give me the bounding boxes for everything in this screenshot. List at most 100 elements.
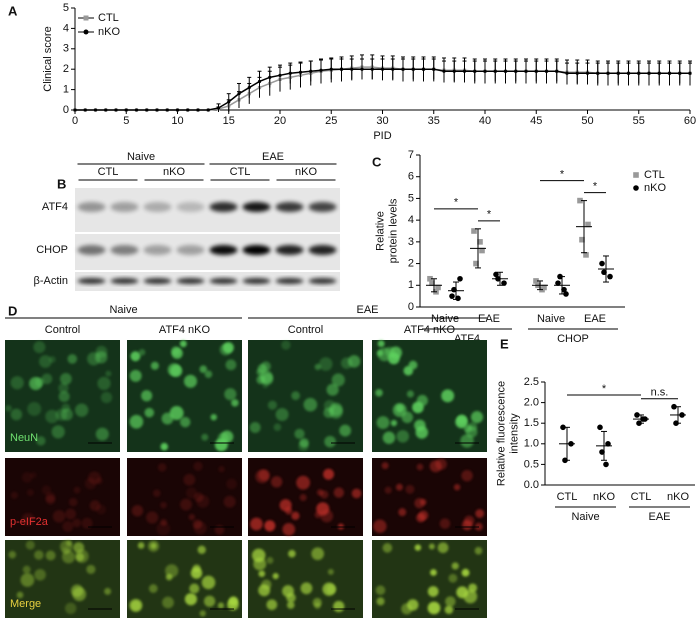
y-tick-label: 2.0 <box>524 397 539 409</box>
marker <box>309 69 313 73</box>
cell <box>273 423 282 431</box>
cell <box>10 408 23 421</box>
condition-label: Naive <box>127 151 155 163</box>
marker <box>391 67 395 71</box>
legend-label: CTL <box>98 12 119 24</box>
marker <box>633 185 639 191</box>
cell <box>189 583 200 594</box>
cell <box>199 610 206 617</box>
cell <box>228 596 239 606</box>
cell <box>401 411 414 424</box>
cell <box>28 376 43 391</box>
cell <box>323 468 335 480</box>
blot-band <box>275 245 304 255</box>
marker <box>626 71 631 75</box>
cell <box>179 340 187 348</box>
cell <box>258 570 266 578</box>
y-tick-label: 0 <box>63 104 69 116</box>
marker <box>104 108 108 112</box>
cell <box>74 403 89 417</box>
y-tick-label: 5 <box>408 192 414 204</box>
marker <box>583 252 589 258</box>
cell <box>373 519 387 533</box>
marker <box>524 69 528 73</box>
cell <box>448 573 458 583</box>
cell <box>390 419 398 427</box>
blot-band <box>209 202 238 212</box>
cell <box>72 587 87 602</box>
cell <box>445 596 456 607</box>
cell <box>146 511 159 524</box>
cell <box>455 415 468 429</box>
y-tick-label: 4 <box>63 22 69 34</box>
cell <box>160 442 169 451</box>
cell <box>184 593 197 606</box>
cell <box>453 483 461 491</box>
cell <box>281 340 291 350</box>
marker <box>298 70 303 74</box>
cell <box>456 586 469 599</box>
marker <box>339 67 344 71</box>
marker <box>401 67 405 71</box>
micrograph <box>127 458 242 536</box>
marker <box>432 67 436 71</box>
significance-label: * <box>602 383 607 395</box>
y-tick-label: 1.5 <box>524 417 539 429</box>
cell <box>270 476 283 488</box>
cell <box>41 485 51 495</box>
cell <box>340 357 353 369</box>
marker <box>606 71 610 75</box>
cell <box>395 483 403 491</box>
marker <box>165 108 169 112</box>
cell <box>201 433 209 441</box>
blot-band <box>110 278 139 284</box>
cell <box>185 487 198 499</box>
marker <box>329 67 333 71</box>
marker <box>657 71 661 75</box>
y-tick-label: 1.0 <box>524 438 539 450</box>
y-tick-label: 5 <box>63 2 69 14</box>
cell <box>416 513 426 523</box>
x-tick-label: CTL <box>557 491 578 503</box>
cell <box>407 599 419 611</box>
marker <box>501 280 507 286</box>
blot-band <box>176 202 205 212</box>
marker <box>114 108 118 112</box>
micrograph <box>127 540 242 618</box>
blot-band <box>110 202 139 212</box>
cell <box>291 391 301 401</box>
cell <box>427 586 439 597</box>
cell <box>219 343 232 356</box>
cell <box>8 550 17 559</box>
cell <box>285 507 293 515</box>
marker <box>533 278 539 284</box>
cell <box>183 473 196 486</box>
y-axis-title: Clinical score <box>42 26 54 91</box>
marker <box>186 108 190 112</box>
cell <box>416 394 428 407</box>
y-tick-label: 2 <box>63 63 69 75</box>
cell <box>51 425 65 439</box>
cell <box>45 491 56 503</box>
x-tick-label: Naive <box>431 313 459 325</box>
cell <box>167 363 181 377</box>
marker <box>216 106 221 110</box>
cell <box>210 413 217 421</box>
cell <box>138 348 146 356</box>
cell <box>49 356 56 363</box>
cell <box>272 573 279 580</box>
marker <box>145 108 149 112</box>
x-tick-label: 25 <box>325 115 337 127</box>
row-label: ATF4 <box>42 201 68 213</box>
cell <box>16 591 24 599</box>
cell <box>192 519 203 529</box>
marker <box>268 75 272 79</box>
cell <box>406 390 414 398</box>
marker <box>579 236 585 243</box>
marker <box>577 197 583 204</box>
significance-label: * <box>487 209 492 221</box>
marker <box>503 69 508 73</box>
cell <box>441 389 455 403</box>
legend-label: CTL <box>644 169 665 181</box>
marker <box>671 403 677 410</box>
